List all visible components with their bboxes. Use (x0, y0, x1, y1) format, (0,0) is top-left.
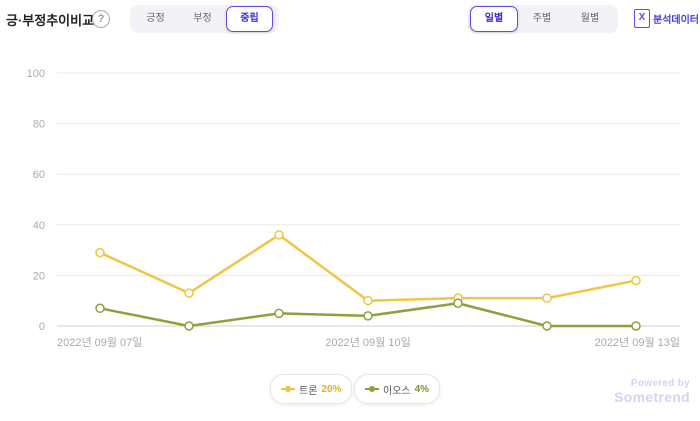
legend-name: 이오스 (383, 385, 411, 397)
data-point[interactable] (274, 230, 284, 240)
data-point[interactable] (631, 321, 641, 331)
data-point[interactable] (363, 311, 373, 321)
export-data-button[interactable]: X 분석데이터 (634, 9, 699, 28)
tab-daily[interactable]: 일별 (470, 6, 518, 32)
excel-icon: X (634, 9, 650, 28)
y-tick-label: 80 (33, 119, 45, 131)
tab-neutral[interactable]: 중립 (226, 6, 273, 32)
data-point[interactable] (363, 295, 373, 306)
x-axis-ticks: 2022년 09월 07일 2022년 09월 10일 2022년 09월 13일 (57, 335, 680, 349)
y-axis-ticks: 0 20 40 60 80 100 (27, 68, 45, 333)
data-point[interactable] (95, 303, 105, 314)
sometrend-logo: Sometrend (614, 389, 690, 405)
data-point[interactable] (631, 275, 641, 286)
y-tick-label: 0 (39, 321, 45, 333)
data-point[interactable] (184, 321, 194, 331)
data-point[interactable] (542, 293, 552, 303)
legend-percent: 20% (321, 383, 342, 395)
grid-lines (57, 72, 680, 327)
y-tick-label: 20 (33, 270, 45, 282)
sentiment-tab-group: 긍정 부정 중립 (130, 5, 279, 33)
legend-name: 트론 (299, 385, 318, 397)
powered-by-branding: Powered by Sometrend (614, 378, 690, 405)
series-layer (95, 230, 641, 331)
legend-item-eos[interactable]: 이오스 4% (354, 374, 441, 404)
series-line (99, 233, 637, 302)
question-circle-icon[interactable]: ? (92, 10, 110, 28)
legend-item-tron[interactable]: 트론 20% (270, 374, 353, 404)
data-point[interactable] (274, 308, 284, 319)
tab-monthly[interactable]: 월별 (580, 13, 600, 24)
powered-by-text: Powered by (630, 378, 690, 389)
data-point[interactable] (542, 321, 552, 331)
x-tick-label: 2022년 09월 10일 (325, 335, 410, 349)
tab-weekly[interactable]: 주별 (532, 13, 552, 24)
data-point[interactable] (184, 288, 194, 298)
y-tick-label: 60 (33, 169, 45, 181)
legend-marker-tron (281, 385, 295, 393)
data-point[interactable] (95, 247, 105, 258)
period-tab-group: 일별 주별 월별 (468, 5, 618, 33)
tab-positive[interactable]: 긍정 (146, 13, 165, 24)
tab-negative[interactable]: 부정 (193, 13, 212, 24)
data-point[interactable] (453, 298, 463, 308)
export-label: 분석데이터 (653, 15, 699, 26)
x-tick-label: 2022년 09월 07일 (57, 335, 142, 349)
y-tick-label: 100 (27, 68, 45, 80)
legend-marker-eos (365, 385, 379, 393)
x-tick-label: 2022년 09월 13일 (595, 335, 680, 349)
legend-percent: 4% (414, 383, 430, 395)
y-tick-label: 40 (33, 220, 45, 232)
chart-title: 긍·부정추이비교 (6, 13, 95, 28)
